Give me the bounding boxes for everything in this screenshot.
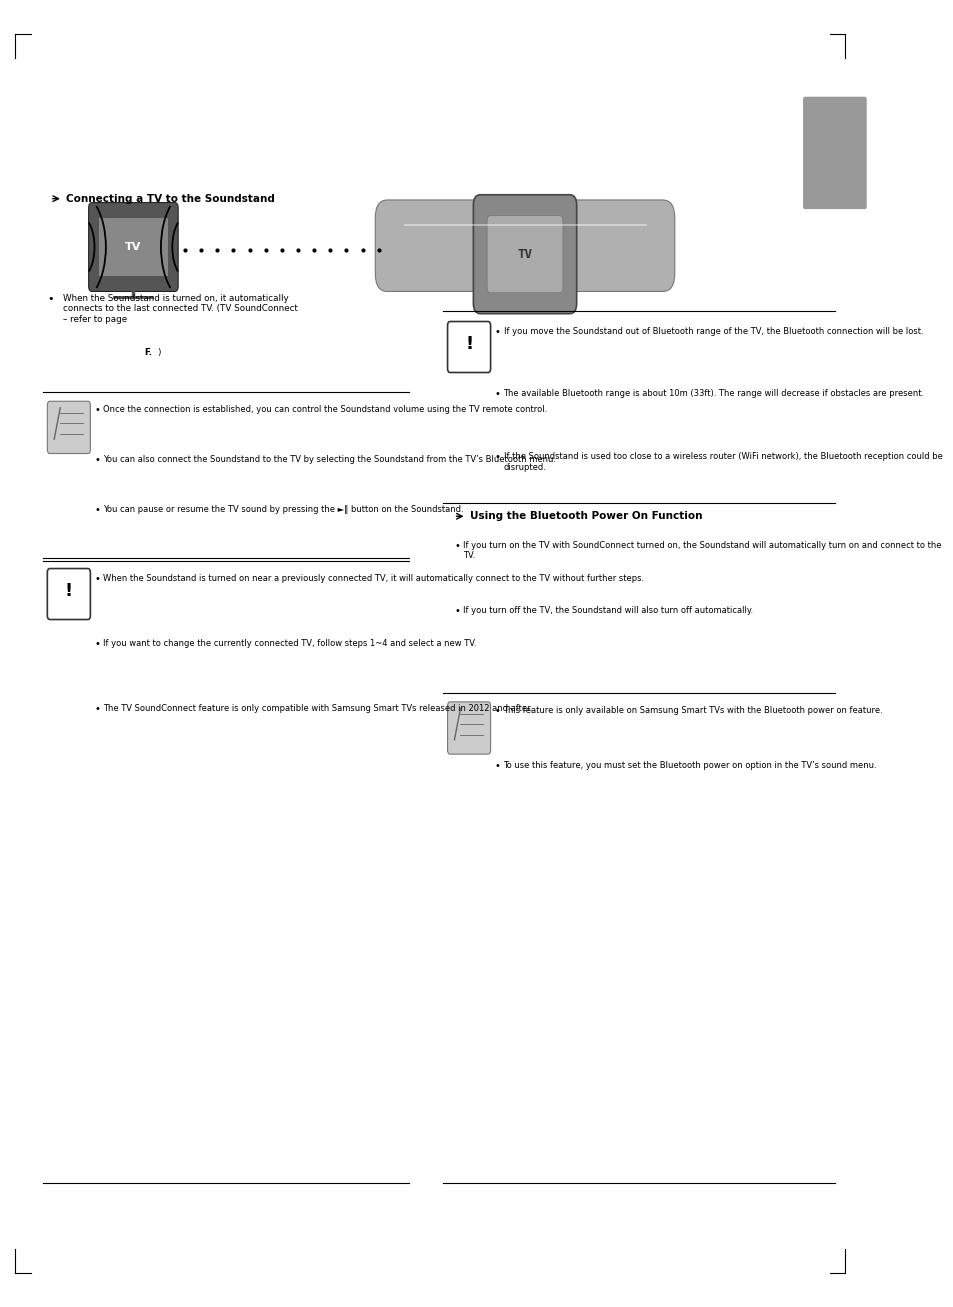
- Text: Using the Bluetooth Power On Function: Using the Bluetooth Power On Function: [470, 511, 701, 521]
- Text: •: •: [94, 505, 100, 515]
- Text: !: !: [65, 582, 72, 600]
- Text: •: •: [94, 639, 100, 650]
- FancyBboxPatch shape: [375, 200, 674, 291]
- FancyBboxPatch shape: [447, 322, 490, 372]
- Text: When the Soundstand is turned on near a previously connected TV, it will automat: When the Soundstand is turned on near a …: [103, 574, 643, 583]
- Text: If you move the Soundstand out of Bluetooth range of the TV, the Bluetooth conne: If you move the Soundstand out of Blueto…: [503, 327, 923, 336]
- Text: If you turn off the TV, the Soundstand will also turn off automatically.: If you turn off the TV, the Soundstand w…: [462, 606, 753, 616]
- Text: •: •: [495, 327, 500, 337]
- Text: •: •: [495, 452, 500, 463]
- Text: •: •: [94, 405, 100, 416]
- Text: •: •: [454, 541, 460, 552]
- FancyBboxPatch shape: [99, 218, 168, 276]
- FancyBboxPatch shape: [48, 401, 91, 454]
- Text: The available Bluetooth range is about 10m (33ft). The range will decrease if ob: The available Bluetooth range is about 1…: [503, 389, 923, 399]
- FancyBboxPatch shape: [447, 702, 490, 754]
- Text: •: •: [495, 706, 500, 716]
- Text: If the Soundstand is used too close to a wireless router (WiFi network), the Blu: If the Soundstand is used too close to a…: [503, 452, 942, 472]
- Text: •: •: [94, 455, 100, 465]
- Text: You can also connect the Soundstand to the TV by selecting the Soundstand from t: You can also connect the Soundstand to t…: [103, 455, 556, 464]
- Text: •: •: [48, 294, 53, 305]
- FancyBboxPatch shape: [89, 203, 178, 291]
- Text: If you turn on the TV with SoundConnect turned on, the Soundstand will automatic: If you turn on the TV with SoundConnect …: [462, 541, 941, 561]
- FancyBboxPatch shape: [487, 216, 562, 293]
- Text: ): ): [157, 348, 161, 357]
- Text: TV: TV: [517, 248, 532, 261]
- Text: TV: TV: [125, 242, 141, 252]
- Text: !: !: [464, 335, 473, 353]
- FancyBboxPatch shape: [48, 569, 91, 620]
- Text: •: •: [94, 574, 100, 584]
- Text: F.: F.: [145, 348, 152, 357]
- Text: The TV SoundConnect feature is only compatible with Samsung Smart TVs released i: The TV SoundConnect feature is only comp…: [103, 704, 532, 714]
- Text: Once the connection is established, you can control the Soundstand volume using : Once the connection is established, you …: [103, 405, 547, 414]
- Text: You can pause or resume the TV sound by pressing the ►‖ button on the Soundstand: You can pause or resume the TV sound by …: [103, 505, 463, 514]
- Text: •: •: [495, 761, 500, 771]
- FancyBboxPatch shape: [802, 97, 866, 209]
- Text: •: •: [454, 606, 460, 617]
- FancyBboxPatch shape: [473, 195, 576, 314]
- Text: •: •: [495, 389, 500, 400]
- Text: •: •: [94, 704, 100, 715]
- Text: When the Soundstand is turned on, it automatically
connects to the last connecte: When the Soundstand is turned on, it aut…: [63, 294, 297, 324]
- Text: This feature is only available on Samsung Smart TVs with the Bluetooth power on : This feature is only available on Samsun…: [503, 706, 882, 715]
- Text: Connecting a TV to the Soundstand: Connecting a TV to the Soundstand: [66, 193, 274, 204]
- Text: To use this feature, you must set the Bluetooth power on option in the TV’s soun: To use this feature, you must set the Bl…: [503, 761, 876, 770]
- Text: If you want to change the currently connected TV, follow steps 1~4 and select a : If you want to change the currently conn…: [103, 639, 476, 648]
